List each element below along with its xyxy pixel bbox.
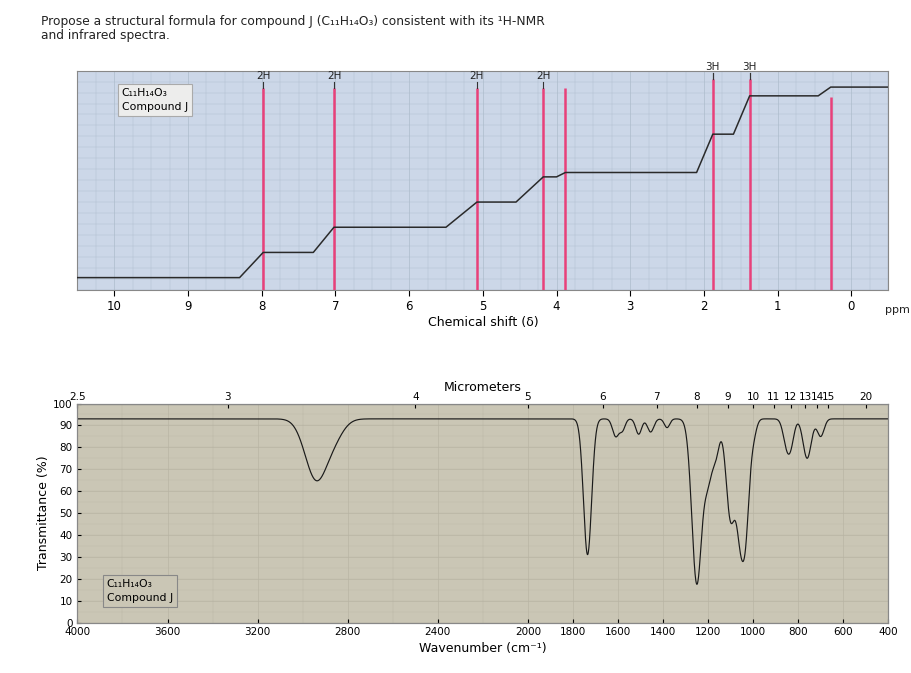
Y-axis label: Transmittance (%): Transmittance (%)	[37, 456, 50, 570]
Text: 2H: 2H	[470, 71, 484, 81]
Text: ppm: ppm	[885, 305, 909, 315]
Text: C₁₁H₁₄O₃
Compound J: C₁₁H₁₄O₃ Compound J	[107, 579, 173, 603]
Text: C₁₁H₁₄O₃
Compound J: C₁₁H₁₄O₃ Compound J	[122, 88, 188, 112]
Text: Propose a structural formula for compound J (C₁₁H₁₄O₃) consistent with its ¹H-NM: Propose a structural formula for compoun…	[41, 15, 545, 28]
Text: 3H: 3H	[706, 62, 720, 72]
Text: and infrared spectra.: and infrared spectra.	[41, 29, 169, 42]
X-axis label: Chemical shift (δ): Chemical shift (δ)	[427, 316, 538, 329]
X-axis label: Micrometers: Micrometers	[444, 381, 522, 394]
Text: 3H: 3H	[742, 62, 757, 72]
Text: 2H: 2H	[256, 71, 271, 81]
Text: 2H: 2H	[327, 71, 341, 81]
Text: 2H: 2H	[536, 71, 550, 81]
X-axis label: Wavenumber (cm⁻¹): Wavenumber (cm⁻¹)	[419, 641, 547, 655]
